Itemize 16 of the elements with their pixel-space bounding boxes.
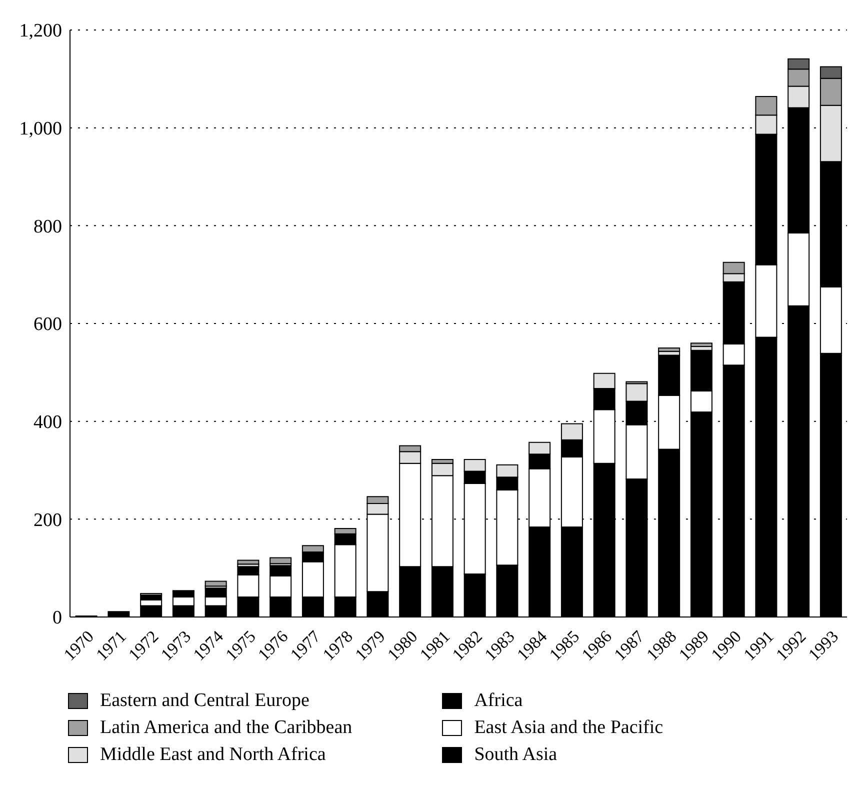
legend-label: East Asia and the Pacific [474, 716, 664, 738]
x-tick-label: 1991 [740, 626, 778, 664]
legend-label: Middle East and North Africa [100, 744, 326, 766]
y-tick-label: 600 [34, 314, 62, 336]
y-tick-label: 400 [34, 412, 62, 434]
x-tick-label: 1981 [416, 626, 454, 664]
legend-label: Africa [474, 690, 523, 712]
y-tick-label: 0 [52, 608, 62, 629]
legend-label: Eastern and Central Europe [100, 690, 310, 712]
y-tick-label: 800 [34, 216, 62, 238]
legend-label: South Asia [474, 744, 558, 766]
legend-label: Latin America and the Caribbean [100, 716, 352, 738]
y-tick-label: 1,200 [19, 20, 62, 42]
y-tick-label: 1,000 [19, 118, 62, 140]
x-tick-label: 1971 [92, 626, 130, 664]
y-tick-label: 200 [34, 510, 62, 531]
